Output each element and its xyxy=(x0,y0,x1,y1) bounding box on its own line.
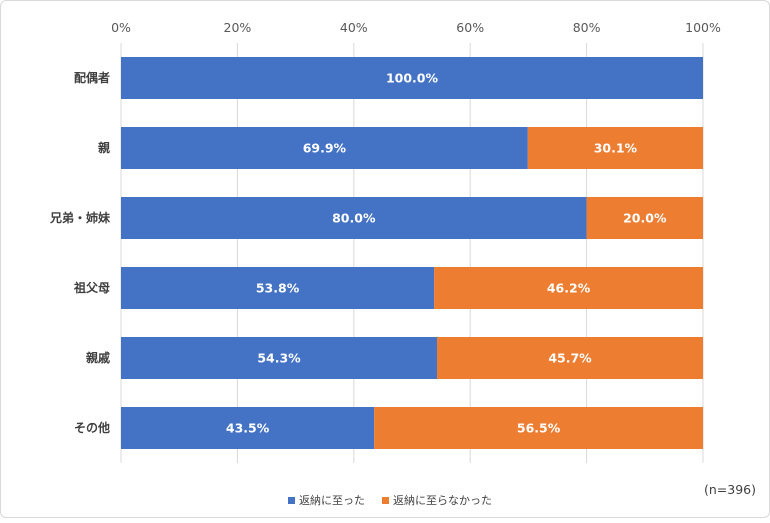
data-label: 100.0% xyxy=(386,71,439,86)
category-label: 祖父母 xyxy=(73,280,110,295)
x-tick-label: 20% xyxy=(224,20,252,35)
x-tick-label: 40% xyxy=(340,20,368,35)
bar-not-returned xyxy=(437,337,703,379)
bar-not-returned xyxy=(527,127,703,169)
bar-not-returned xyxy=(374,407,703,449)
bar-returned xyxy=(121,407,375,449)
x-tick-label: 100% xyxy=(685,20,721,35)
data-label: 56.5% xyxy=(517,421,561,436)
legend-swatch-not-returned xyxy=(382,497,389,504)
category-label: 配偶者 xyxy=(74,70,110,85)
bar-not-returned xyxy=(434,267,703,309)
bar-returned xyxy=(121,197,587,239)
legend-label-returned: 返納に至った xyxy=(299,494,365,507)
data-labels: 100.0% 69.9% 30.1% 80.0% 20.0% 53.8% 46.2% 54.3… xyxy=(226,71,667,436)
legend-label-not-returned: 返納に至らなかった xyxy=(393,494,492,507)
x-tick-label: 80% xyxy=(573,20,601,35)
data-label: 46.2% xyxy=(547,281,591,296)
data-label: 30.1% xyxy=(594,141,638,156)
sample-size-note: (n=396) xyxy=(704,482,756,497)
data-label: 69.9% xyxy=(303,141,347,156)
data-label: 20.0% xyxy=(623,211,667,226)
legend-swatch-returned xyxy=(288,497,295,504)
category-label: 兄弟・姉妹 xyxy=(49,210,111,225)
data-label: 43.5% xyxy=(226,421,270,436)
legend: 返納に至った 返納に至らなかった xyxy=(288,494,492,507)
category-label: 親 xyxy=(98,140,110,155)
category-label: その他 xyxy=(74,420,110,435)
data-label: 80.0% xyxy=(332,211,376,226)
data-label: 53.8% xyxy=(256,281,300,296)
x-tick-label: 0% xyxy=(111,20,131,35)
bar-returned xyxy=(121,337,438,379)
category-label: 親戚 xyxy=(86,350,110,365)
bar-returned xyxy=(121,127,528,169)
grid-layer xyxy=(120,43,704,463)
bars xyxy=(121,57,703,449)
x-axis-ticks: 0% 20% 40% 60% 80% 100% xyxy=(111,20,721,35)
data-label: 45.7% xyxy=(548,351,592,366)
x-tick-label: 60% xyxy=(456,20,484,35)
data-label: 54.3% xyxy=(257,351,301,366)
bar-returned xyxy=(121,57,703,99)
bar-returned xyxy=(121,267,435,309)
bar-not-returned xyxy=(586,197,703,239)
